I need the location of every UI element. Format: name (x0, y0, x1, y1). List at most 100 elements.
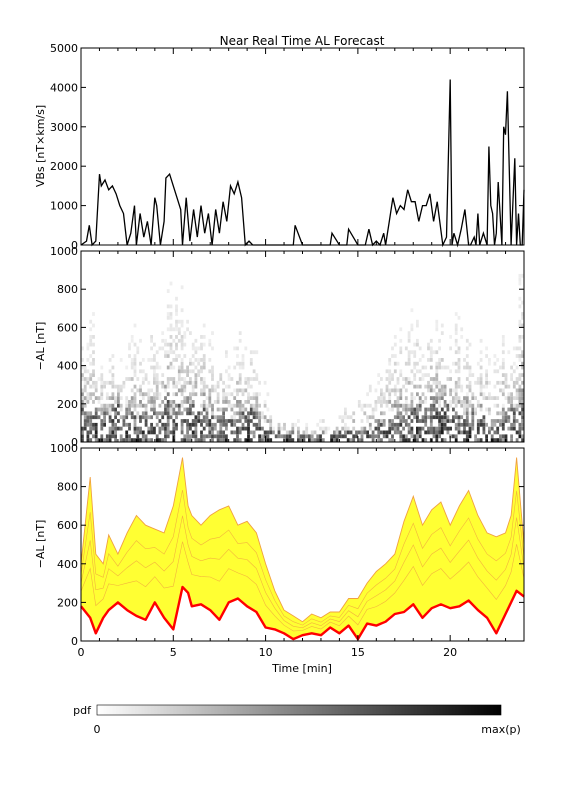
x-tick-label: 10 (259, 646, 273, 659)
pdf-cell (374, 403, 378, 408)
pdf-cell (161, 422, 165, 427)
pdf-cell (388, 426, 392, 431)
pdf-cell (421, 415, 425, 420)
pdf-cell (429, 354, 433, 358)
pdf-cell (166, 354, 170, 358)
pdf-cell (385, 434, 389, 439)
pdf-cell (202, 365, 206, 370)
pdf-cell (197, 373, 201, 377)
pdf-cell (97, 400, 101, 404)
pdf-cell (200, 365, 203, 370)
pdf-cell (488, 430, 491, 435)
pdf-cell (449, 419, 452, 423)
pdf-cell (186, 426, 189, 431)
pdf-cell (130, 365, 134, 370)
pdf-cell (166, 434, 170, 439)
pdf-cell (103, 411, 106, 416)
pdf-cell (183, 369, 187, 374)
pdf-cell (501, 361, 505, 366)
pdf-cell (388, 407, 392, 412)
pdf-cell (169, 361, 173, 366)
pdf-cell (380, 430, 383, 435)
pdf-cell (416, 319, 419, 324)
pdf-cell (83, 419, 87, 423)
pdf-cell (200, 358, 203, 362)
pdf-cell (515, 392, 519, 397)
pdf-cell (175, 312, 178, 316)
pdf-cell (501, 373, 505, 377)
pdf-cell (191, 361, 195, 366)
pdf-cell (333, 430, 336, 435)
pdf-cell (114, 411, 117, 416)
pdf-cell (158, 403, 162, 408)
pdf-cell (150, 422, 153, 427)
pdf-cell (153, 392, 156, 397)
pdf-cell (166, 384, 170, 389)
pdf-cell (427, 430, 430, 435)
pdf-cell (382, 411, 386, 416)
pdf-cell (454, 396, 458, 400)
pdf-cell (202, 335, 206, 339)
pdf-cell (81, 365, 84, 370)
pdf-cell (183, 342, 187, 347)
pdf-cell (269, 419, 273, 423)
pdf-cell (521, 396, 524, 400)
pdf-cell (103, 419, 106, 423)
pdf-cell (391, 422, 394, 427)
pdf-cell (371, 438, 375, 442)
pdf-cell (194, 377, 198, 381)
pdf-cell (399, 350, 403, 355)
pdf-cell (399, 373, 403, 377)
pdf-cell (175, 342, 178, 347)
pdf-cell (216, 430, 220, 435)
pdf-cell (83, 411, 87, 416)
pdf-cell (515, 419, 519, 423)
pdf-cell (452, 419, 455, 423)
pdf-cell (388, 396, 392, 400)
pdf-cell (404, 396, 408, 400)
pdf-cell (485, 354, 488, 358)
pdf-cell (366, 415, 369, 420)
pdf-cell (133, 361, 137, 366)
pdf-cell (468, 388, 472, 393)
pdf-cell (454, 422, 458, 427)
pdf-cell (399, 346, 403, 351)
pdf-cell (418, 403, 422, 408)
pdf-cell (189, 396, 192, 400)
pdf-cell (144, 411, 148, 416)
pdf-cell (399, 415, 403, 420)
pdf-cell (219, 419, 223, 423)
pdf-cell (227, 400, 231, 404)
pdf-cell (349, 430, 353, 435)
pdf-cell (89, 354, 93, 358)
pdf-cell (175, 319, 178, 324)
pdf-cell (236, 388, 239, 393)
pdf-cell (175, 380, 178, 385)
pdf-cell (440, 388, 444, 393)
pdf-cell (435, 426, 439, 431)
pdf-cell (360, 434, 364, 439)
pdf-cell (177, 331, 181, 335)
pdf-cell (208, 426, 212, 431)
pdf-cell (155, 350, 159, 355)
pdf-cell (388, 392, 392, 397)
pdf-cell (222, 392, 225, 397)
pdf-cell (399, 396, 403, 400)
pdf-cell (479, 338, 483, 343)
pdf-cell (454, 361, 458, 366)
pdf-cell (249, 377, 253, 381)
pdf-cell (410, 396, 414, 400)
pdf-cell (507, 419, 511, 423)
pdf-cell (208, 369, 212, 374)
pdf-cell (200, 422, 203, 427)
pdf-cell (241, 415, 245, 420)
pdf-cell (249, 358, 253, 362)
pdf-cell (94, 422, 98, 427)
pdf-cell (141, 377, 145, 381)
pdf-cell (310, 434, 314, 439)
pdf-cell (94, 380, 98, 385)
pdf-cell (499, 434, 502, 439)
pdf-cell (521, 350, 524, 355)
pdf-cell (175, 323, 178, 328)
pdf-cell (396, 430, 400, 435)
